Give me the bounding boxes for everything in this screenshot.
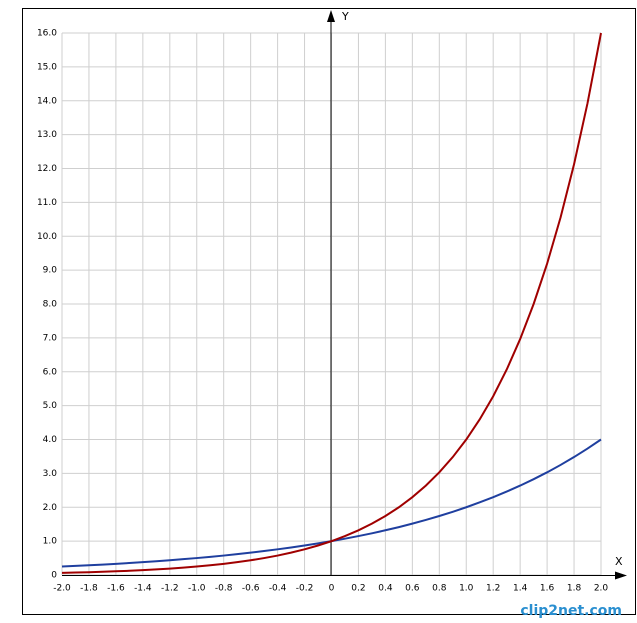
- y-tick-label: 6.0: [43, 367, 58, 377]
- x-tick-label: 0.4: [378, 584, 393, 594]
- y-tick-label: 0: [51, 571, 57, 581]
- x-tick-label: -1.2: [161, 584, 179, 594]
- y-tick-label: 2.0: [43, 503, 58, 513]
- x-tick-label: -0.2: [296, 584, 314, 594]
- x-tick-label: -0.4: [269, 584, 287, 594]
- y-tick-label: 10.0: [37, 232, 57, 242]
- series-line: [61, 32, 602, 574]
- y-tick-label: 9.0: [43, 266, 58, 276]
- x-tick-label: -0.8: [215, 584, 233, 594]
- y-tick-label: 15.0: [37, 62, 57, 72]
- x-tick-label: 0: [329, 584, 335, 594]
- y-tick-label: 8.0: [43, 300, 58, 310]
- x-tick-label: 2.0: [594, 584, 609, 594]
- y-tick-label: 5.0: [43, 401, 58, 411]
- x-tick-label: -1.0: [188, 584, 206, 594]
- y-tick-label: 12.0: [37, 164, 57, 174]
- x-tick-label: 1.2: [486, 584, 500, 594]
- frame: [22, 8, 636, 615]
- y-tick-label: 14.0: [37, 96, 57, 106]
- y-tick-label: 11.0: [37, 198, 57, 208]
- x-axis-label: X: [615, 555, 623, 568]
- x-tick-label: 1.8: [567, 584, 582, 594]
- y-tick-label: 1.0: [43, 537, 58, 547]
- x-tick-label: 1.6: [540, 584, 555, 594]
- y-tick-label: 3.0: [43, 469, 58, 479]
- x-tick-label: -1.8: [80, 584, 98, 594]
- x-tick-label: -1.6: [107, 584, 125, 594]
- x-tick-label: -2.0: [53, 584, 71, 594]
- x-tick-label: -1.4: [134, 584, 152, 594]
- y-axis-arrow: [327, 10, 335, 22]
- y-tick-label: 4.0: [43, 435, 58, 445]
- y-tick-label: 13.0: [37, 130, 57, 140]
- watermark: clip2net.com: [520, 603, 622, 619]
- x-tick-label: 0.6: [405, 584, 420, 594]
- y-tick-label: 7.0: [43, 333, 58, 343]
- x-tick-label: -0.6: [242, 584, 260, 594]
- x-axis-arrow: [615, 571, 627, 580]
- y-tick-label: 16.0: [37, 29, 57, 39]
- x-tick-label: 0.8: [432, 584, 447, 594]
- x-tick-label: 1.0: [459, 584, 474, 594]
- y-axis-label: Y: [341, 10, 349, 23]
- x-tick-label: 0.2: [351, 584, 365, 594]
- x-tick-label: 1.4: [513, 584, 528, 594]
